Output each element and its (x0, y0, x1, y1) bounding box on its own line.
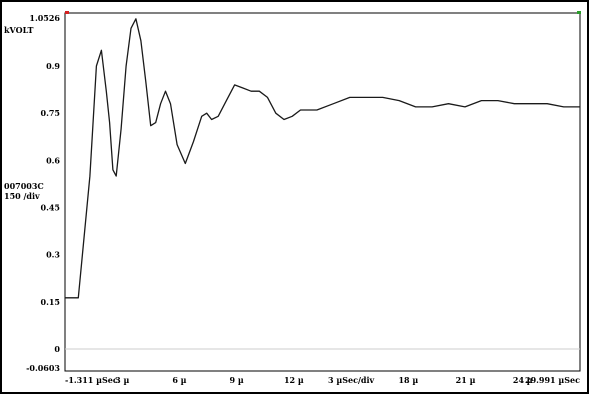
x-tick-label: 3 µ (115, 375, 129, 385)
y-tick-label: 0.15 (41, 297, 60, 307)
x-tick-label: 9 µ (230, 375, 244, 385)
x-tick-label: -1.311 µSec (65, 375, 118, 385)
y-unit-label: kVOLT (4, 25, 34, 35)
y-tick-label: 0.9 (46, 61, 60, 71)
x-tick-label: 12 µ (284, 375, 304, 385)
x-tick-label: 18 µ (398, 375, 418, 385)
y-tick-label: 0.6 (46, 155, 60, 165)
end-marker (577, 11, 581, 14)
x-tick-label: 3 µSec/div (328, 375, 375, 385)
series-label: 007003C (4, 181, 44, 191)
x-tick-label: 29.991 µSec (525, 375, 580, 385)
y-tick-label: 0 (54, 344, 60, 354)
start-marker (65, 11, 69, 14)
y-tick-label: -0.0603 (26, 363, 60, 373)
scale-label: 150 /div (4, 191, 40, 201)
x-tick-label: 6 µ (172, 375, 186, 385)
x-tick-label: 24 µ (513, 375, 533, 385)
plot-area (64, 12, 581, 372)
y-tick-label: 0.3 (46, 250, 60, 260)
y-tick-label: 1.0526 (29, 13, 60, 23)
y-tick-label: 0.75 (41, 108, 60, 118)
y-axis-ticks: 1.0526 0.9 0.75 0.6 0.45 0.3 0.15 0 -0.0603 (26, 13, 60, 373)
x-tick-label: 21 µ (456, 375, 476, 385)
y-tick-label: 0.45 (41, 203, 60, 213)
signal-trace (65, 18, 580, 299)
